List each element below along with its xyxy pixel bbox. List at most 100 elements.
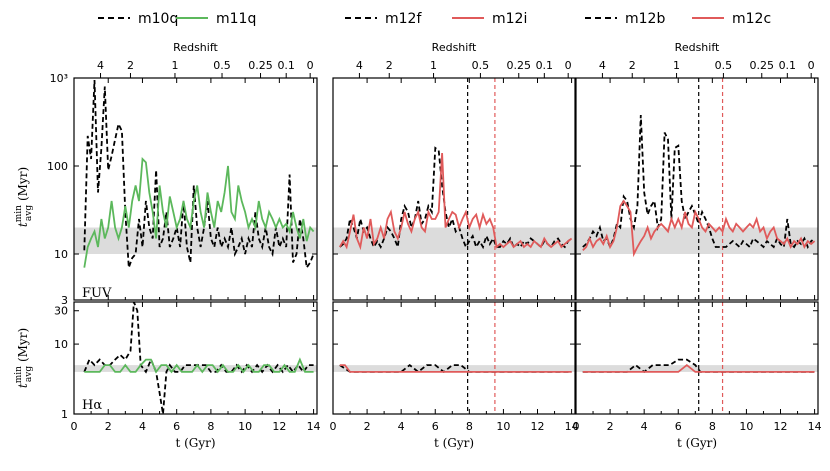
ylabel-fuv: tminavg (Myr) <box>14 167 34 227</box>
panel-Hα-m10q/m11q: 0 2 4 6 8 10 12 14 t (Gyr) 1 10 30 <box>54 301 321 450</box>
series-m12c <box>582 363 815 373</box>
x-tick-label: 0 <box>330 420 337 433</box>
panel-Hα-m12b/m12c: 0 2 4 6 8 10 12 14 t (Gyr) <box>573 301 822 450</box>
z-tick-label: 4 <box>356 59 363 72</box>
panel-frame <box>73 301 318 415</box>
ha-tag: Hα <box>82 398 102 413</box>
z-tick-label: 0.1 <box>277 59 295 72</box>
legend-entry-m12i: m12i <box>452 11 527 27</box>
x-tick-label: 8 <box>207 420 214 433</box>
series-m11q <box>84 357 314 374</box>
xlabel: t (Gyr) <box>434 436 474 450</box>
z-tick-label: 0.25 <box>750 59 775 72</box>
redshift-label: Redshift <box>173 41 218 54</box>
z-tick-label: 4 <box>97 59 104 72</box>
z-tick-label: 0.5 <box>715 59 733 72</box>
x-tick-label: 10 <box>496 420 510 433</box>
y-tick-label: 10 <box>54 248 68 261</box>
legend-label-m11q: m11q <box>216 11 256 27</box>
series-m12i <box>339 364 572 373</box>
x-tick-label: 0 <box>71 420 78 433</box>
x-tick-label: 14 <box>307 420 321 433</box>
x-tick-label: 14 <box>808 420 822 433</box>
z-tick-label: 2 <box>629 59 636 72</box>
panel-frame <box>575 77 819 301</box>
x-tick-label: 2 <box>364 420 371 433</box>
panel-FUV-m12f/m12i: 4 2 1 0.5 0.25 0.1 0 Redshift <box>332 41 576 301</box>
legend-entry-m12c: m12c <box>692 11 771 27</box>
z-tick-label: 0.1 <box>536 59 554 72</box>
y-tick-label: 10³ <box>50 72 68 85</box>
z-tick-label: 0.5 <box>213 59 231 72</box>
xlabel: t (Gyr) <box>677 436 717 450</box>
z-tick-label: 0.25 <box>248 59 273 72</box>
y-tick-label: 3 <box>61 294 68 307</box>
z-tick-label: 4 <box>599 59 606 72</box>
legend-entry-m10q: m10q <box>98 11 178 27</box>
panel-frame <box>73 77 318 301</box>
series-m12i <box>339 153 573 251</box>
x-tick-label: 14 <box>565 420 579 433</box>
series-m11q <box>83 156 315 268</box>
y-tick-label: 30 <box>54 305 68 318</box>
x-tick-label: 10 <box>739 420 753 433</box>
series-m10q <box>83 302 314 414</box>
x-tick-label: 4 <box>398 420 405 433</box>
legend-label-m12i: m12i <box>492 11 527 27</box>
shaded-band <box>333 227 575 254</box>
legend-label-m12c: m12c <box>732 11 771 27</box>
x-tick-label: 8 <box>466 420 473 433</box>
x-tick-label: 6 <box>675 420 682 433</box>
x-tick-label: 4 <box>139 420 146 433</box>
x-tick-label: 2 <box>105 420 112 433</box>
redshift-label: Redshift <box>432 41 477 54</box>
xlabel: t (Gyr) <box>175 436 215 450</box>
legend-entry-m11q: m11q <box>176 11 256 27</box>
ylabel-ha: tminavg (Myr) <box>14 328 34 388</box>
z-tick-label: 0 <box>307 59 314 72</box>
x-tick-label: 4 <box>641 420 648 433</box>
legend-entry-m12b: m12b <box>585 11 665 27</box>
shaded-band <box>74 227 317 254</box>
x-tick-label: 6 <box>173 420 180 433</box>
z-tick-label: 2 <box>127 59 134 72</box>
x-tick-label: 0 <box>573 420 580 433</box>
series-m10q <box>83 79 315 271</box>
redshift-label: Redshift <box>675 41 720 54</box>
z-tick-label: 0.25 <box>507 59 532 72</box>
y-tick-label: 10 <box>54 338 68 351</box>
panel-frame <box>332 301 576 415</box>
y-tick-label: 100 <box>47 160 68 173</box>
z-tick-label: 0 <box>808 59 815 72</box>
panel-FUV-m12b/m12c: 4 2 1 0.5 0.25 0.1 0 Redshift <box>575 41 819 301</box>
z-tick-label: 1 <box>673 59 680 72</box>
fuv-tag: FUV <box>82 286 112 301</box>
panel-frame <box>332 77 576 301</box>
x-tick-label: 10 <box>238 420 252 433</box>
series-m12b <box>582 114 816 250</box>
x-tick-label: 12 <box>774 420 788 433</box>
legend-label-m10q: m10q <box>138 11 178 27</box>
x-tick-label: 8 <box>709 420 716 433</box>
legend-label-m12b: m12b <box>625 11 665 27</box>
series-m12b <box>582 358 815 374</box>
z-tick-label: 2 <box>386 59 393 72</box>
x-tick-label: 6 <box>432 420 439 433</box>
x-tick-label: 12 <box>531 420 545 433</box>
y-tick-label: 1 <box>61 408 68 421</box>
panel-frame <box>575 301 819 415</box>
legend-label-m12f: m12f <box>385 11 422 27</box>
panel-Hα-m12f/m12i: 0 2 4 6 8 10 12 14 t (Gyr) <box>330 301 579 450</box>
shaded-band <box>333 365 575 372</box>
z-tick-label: 0.1 <box>779 59 797 72</box>
legend: m10q m11q m12f m12i m12b m12c <box>98 11 771 27</box>
x-tick-label: 2 <box>607 420 614 433</box>
series-m12c <box>582 199 816 258</box>
panel-FUV-m10q/m11q: 4 2 1 0.5 0.25 0.1 0 Redshift 3 10 100 10³ <box>47 41 318 307</box>
series-m12f <box>339 146 573 250</box>
legend-entry-m12f: m12f <box>345 11 422 27</box>
x-tick-label: 12 <box>272 420 286 433</box>
z-tick-label: 0 <box>565 59 572 72</box>
